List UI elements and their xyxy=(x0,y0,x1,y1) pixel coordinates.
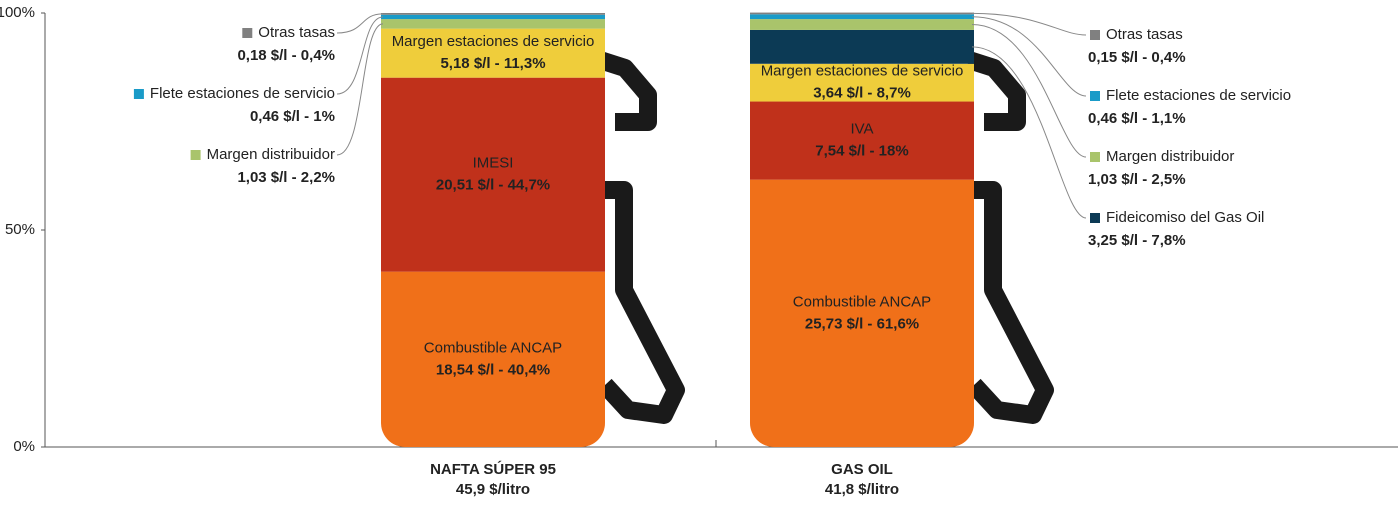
leader-line xyxy=(972,13,1086,35)
category-total: 41,8 $/litro xyxy=(825,481,899,498)
data-label: 0,18 $/l - 0,4% xyxy=(237,47,335,64)
bar-segment xyxy=(750,30,974,64)
segment-name: Margen estaciones de servicio xyxy=(392,33,595,50)
data-label: 7,54 $/l - 18% xyxy=(815,143,908,160)
legend-swatch xyxy=(1090,30,1100,40)
legend-swatch xyxy=(1090,213,1100,223)
legend-swatch xyxy=(191,150,201,160)
legend-label: Otras tasas xyxy=(1106,26,1183,43)
data-label: 0,46 $/l - 1,1% xyxy=(1088,110,1186,127)
segment-name: Margen estaciones de servicio xyxy=(761,63,964,80)
data-label: 3,25 $/l - 7,8% xyxy=(1088,232,1186,249)
data-label: 3,64 $/l - 8,7% xyxy=(813,85,911,102)
bar-segment xyxy=(381,13,605,15)
legend-label: Margen distribuidor xyxy=(207,146,335,163)
bar-segment xyxy=(750,13,974,15)
chart: 0% 50% 100% NAFTA SÚPER 95 45,9 $/litro Combu… xyxy=(0,0,1398,508)
bar-segment xyxy=(381,78,605,272)
data-label: 0,46 $/l - 1% xyxy=(250,108,335,125)
category-label: NAFTA SÚPER 95 xyxy=(430,460,556,478)
y-tick-label: 0% xyxy=(13,438,35,455)
segment-name: Combustible ANCAP xyxy=(424,339,562,356)
legend-swatch xyxy=(242,28,252,38)
bar-segment xyxy=(750,19,974,30)
y-tick-label: 100% xyxy=(0,4,35,21)
bar-segment xyxy=(750,180,974,447)
leader-line xyxy=(972,25,1086,157)
y-tick-label: 50% xyxy=(5,221,35,238)
legend-label: Flete estaciones de servicio xyxy=(1106,87,1291,104)
leader-line xyxy=(337,14,383,33)
leader-line xyxy=(337,24,383,155)
legend-label: Flete estaciones de servicio xyxy=(150,85,335,102)
data-label: 1,03 $/l - 2,2% xyxy=(237,169,335,186)
category-total: 45,9 $/litro xyxy=(456,481,530,498)
legend-label: Otras tasas xyxy=(258,24,335,41)
bar-segment xyxy=(381,272,605,447)
bar-segment xyxy=(381,19,605,29)
bar-stack xyxy=(381,13,605,447)
bar-segment xyxy=(381,15,605,19)
segment-name: IVA xyxy=(850,121,873,138)
data-label: 5,18 $/l - 11,3% xyxy=(440,55,545,72)
leader-line xyxy=(972,17,1086,96)
legend-swatch xyxy=(1090,152,1100,162)
bar-segment xyxy=(750,102,974,180)
legend-swatch xyxy=(1090,91,1100,101)
data-label: 0,15 $/l - 0,4% xyxy=(1088,49,1186,66)
segment-name: IMESI xyxy=(473,155,514,172)
bar-segment xyxy=(750,14,974,19)
legend-label: Margen distribuidor xyxy=(1106,148,1234,165)
data-label: 18,54 $/l - 40,4% xyxy=(436,361,550,378)
legend-swatch xyxy=(134,89,144,99)
data-label: 20,51 $/l - 44,7% xyxy=(436,177,550,194)
data-label: 25,73 $/l - 61,6% xyxy=(805,315,919,332)
category-label: GAS OIL xyxy=(831,461,893,478)
segment-name: Combustible ANCAP xyxy=(793,293,931,310)
data-label: 1,03 $/l - 2,5% xyxy=(1088,171,1186,188)
legend-label: Fideicomiso del Gas Oil xyxy=(1106,209,1264,226)
